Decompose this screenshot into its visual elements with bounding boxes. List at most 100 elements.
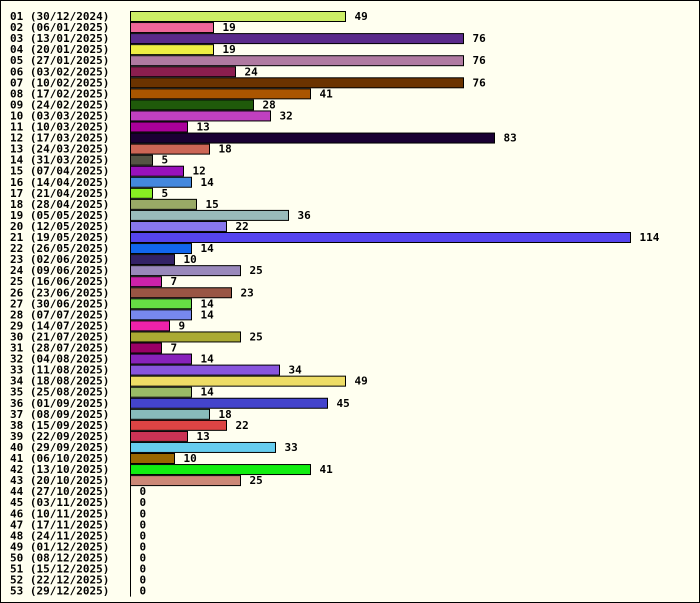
category-label: 30 (21/07/2025)	[10, 330, 109, 343]
value-label: 12	[193, 165, 206, 178]
category-label: 52 (22/12/2025)	[10, 574, 109, 587]
category-label: 39 (22/09/2025)	[10, 430, 109, 443]
bar	[130, 331, 241, 343]
value-label: 5	[162, 154, 169, 167]
value-label: 13	[197, 121, 210, 134]
value-label: 23	[241, 286, 254, 299]
category-label: 42 (13/10/2025)	[10, 463, 109, 476]
value-label: 33	[285, 441, 298, 454]
value-label: 34	[289, 364, 303, 377]
bar	[130, 342, 162, 354]
bar	[130, 441, 276, 453]
category-label: 03 (13/01/2025)	[10, 32, 109, 45]
category-label: 01 (30/12/2024)	[10, 10, 109, 23]
category-label: 24 (09/06/2025)	[10, 264, 109, 277]
value-label: 22	[236, 419, 249, 432]
value-label: 0	[140, 507, 147, 520]
bar	[130, 386, 192, 398]
category-label: 50 (08/12/2025)	[10, 551, 109, 564]
category-label: 40 (29/09/2025)	[10, 441, 109, 454]
bar	[130, 33, 464, 45]
category-label: 48 (24/11/2025)	[10, 529, 109, 542]
bar	[130, 198, 197, 210]
category-label: 18 (28/04/2025)	[10, 198, 109, 211]
value-label: 18	[219, 143, 232, 156]
bar	[130, 55, 464, 67]
value-label: 7	[171, 342, 178, 355]
category-label: 41 (06/10/2025)	[10, 452, 109, 465]
category-label: 21 (19/05/2025)	[10, 231, 109, 244]
category-label: 25 (16/06/2025)	[10, 275, 109, 288]
category-label: 44 (27/10/2025)	[10, 485, 109, 498]
category-label: 20 (12/05/2025)	[10, 220, 109, 233]
value-label: 41	[320, 463, 334, 476]
category-label: 36 (01/09/2025)	[10, 397, 109, 410]
category-label: 17 (21/04/2025)	[10, 187, 109, 200]
value-label: 45	[337, 397, 350, 410]
value-label: 19	[223, 21, 236, 34]
category-label: 15 (07/04/2025)	[10, 165, 109, 178]
category-label: 45 (03/11/2025)	[10, 496, 109, 509]
category-label: 53 (29/12/2025)	[10, 585, 109, 598]
bar	[130, 132, 495, 144]
bar	[130, 276, 162, 288]
category-label: 04 (20/01/2025)	[10, 43, 109, 56]
bar	[130, 375, 346, 387]
bar	[130, 176, 192, 188]
value-label: 5	[162, 187, 169, 200]
bar	[130, 320, 170, 332]
value-label: 14	[201, 386, 215, 399]
value-label: 14	[201, 308, 215, 321]
value-label: 7	[171, 275, 178, 288]
bar	[130, 187, 153, 199]
bar	[130, 287, 232, 299]
value-label: 0	[140, 574, 147, 587]
category-label: 11 (10/03/2025)	[10, 121, 109, 134]
category-label: 35 (25/08/2025)	[10, 386, 109, 399]
category-label: 02 (06/01/2025)	[10, 21, 109, 34]
value-label: 18	[219, 408, 232, 421]
bar	[130, 243, 192, 255]
bar	[130, 419, 227, 431]
value-label: 0	[140, 529, 147, 542]
category-label: 28 (07/07/2025)	[10, 308, 109, 321]
bar	[130, 353, 192, 365]
category-label: 32 (04/08/2025)	[10, 353, 109, 366]
value-label: 14	[201, 353, 215, 366]
bar	[130, 11, 346, 22]
value-label: 9	[179, 319, 186, 332]
bar	[130, 209, 289, 221]
value-label: 0	[140, 518, 147, 531]
category-label: 33 (11/08/2025)	[10, 364, 109, 377]
value-label: 76	[473, 32, 487, 45]
bar	[130, 77, 464, 89]
value-label: 49	[355, 10, 368, 23]
category-label: 05 (27/01/2025)	[10, 54, 109, 67]
value-label: 10	[184, 452, 197, 465]
category-label: 37 (08/09/2025)	[10, 408, 109, 421]
value-label: 14	[201, 297, 215, 310]
value-label: 0	[140, 496, 147, 509]
category-label: 46 (10/11/2025)	[10, 507, 109, 520]
category-label: 31 (28/07/2025)	[10, 342, 109, 355]
value-label: 0	[140, 563, 147, 576]
value-label: 19	[223, 43, 236, 56]
category-label: 26 (23/06/2025)	[10, 286, 109, 299]
bar	[130, 265, 241, 277]
bar	[130, 364, 280, 376]
category-label: 29 (14/07/2025)	[10, 319, 109, 332]
bar	[130, 254, 175, 266]
value-label: 22	[236, 220, 249, 233]
bar	[130, 143, 210, 155]
value-label: 25	[250, 330, 263, 343]
bar	[130, 397, 328, 409]
value-label: 14	[201, 242, 215, 255]
category-label: 13 (24/03/2025)	[10, 143, 109, 156]
value-label: 14	[201, 176, 215, 189]
bar	[130, 220, 227, 232]
value-label: 114	[640, 231, 660, 244]
category-label: 12 (17/03/2025)	[10, 132, 109, 145]
category-label: 19 (05/05/2025)	[10, 209, 109, 222]
